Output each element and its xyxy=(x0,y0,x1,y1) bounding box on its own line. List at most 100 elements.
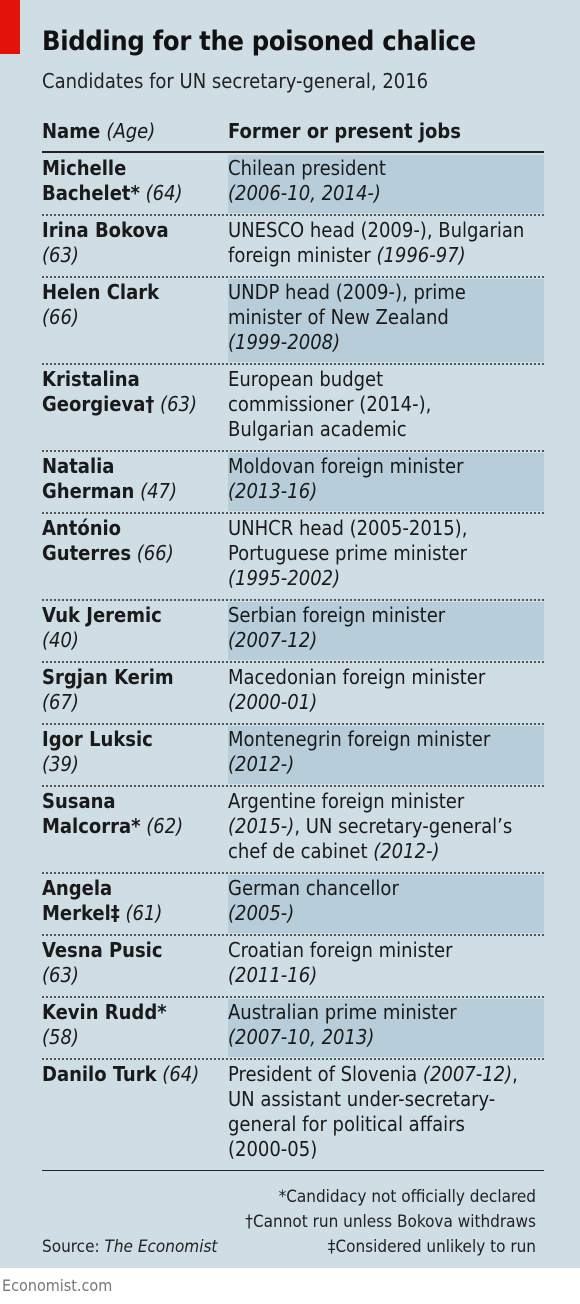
job-text: Croatian foreign minister xyxy=(228,938,453,962)
candidate-name-cell: Kevin Rudd* (58) xyxy=(42,1000,222,1050)
candidate-name: Susana xyxy=(42,789,116,813)
job-line: Bulgarian academic xyxy=(228,417,548,442)
job-dates: (2007-10, 2013) xyxy=(228,1025,375,1049)
source-name: The Economist xyxy=(104,1237,218,1257)
job-line: general for political affairs xyxy=(228,1112,548,1137)
row-divider xyxy=(42,276,544,278)
job-text: , UN secretary-general’s xyxy=(294,814,513,838)
candidate-name-cell: Kristalina Georgieva† (63) xyxy=(42,367,222,417)
candidate-age: (61) xyxy=(125,901,163,925)
job-line: (2012-) xyxy=(228,752,548,777)
job-line: Portuguese prime minister xyxy=(228,541,548,566)
candidate-name: Srgjan Kerim xyxy=(42,665,174,689)
job-text: German chancellor xyxy=(228,876,399,900)
job-dates: (1995-2002) xyxy=(228,566,341,590)
candidate-name: Angela xyxy=(42,876,113,900)
row-divider xyxy=(42,450,544,452)
row-divider xyxy=(42,934,544,936)
table-row: Danilo Turk (64) President of Slovenia (2… xyxy=(0,1059,580,1171)
table-row: Natalia Gherman (47) Moldovan foreign mini… xyxy=(0,451,580,513)
candidate-jobs-cell: UNDP head (2009-), prime minister of New … xyxy=(228,280,548,355)
job-line: UNESCO head (2009-), Bulgarian xyxy=(228,218,548,243)
footnote-bokova: †Cannot run unless Bokova withdraws xyxy=(245,1212,536,1232)
candidate-age: (62) xyxy=(146,814,184,838)
job-text: Bulgarian academic xyxy=(228,417,407,441)
candidate-name: Michelle xyxy=(42,156,127,180)
candidate-name-cell: Michelle Bachelet* (64) xyxy=(42,156,222,206)
candidate-jobs-cell: UNESCO head (2009-), Bulgarian foreign mi… xyxy=(228,218,548,268)
row-shade xyxy=(228,999,544,1057)
candidate-age: (63) xyxy=(160,392,197,416)
candidate-jobs-cell: Montenegrin foreign minister (2012-) xyxy=(228,727,548,777)
row-divider xyxy=(42,661,544,663)
job-line: (1995-2002) xyxy=(228,566,548,591)
job-text: chef de cabinet xyxy=(228,839,374,863)
candidate-age: (67) xyxy=(42,690,79,714)
job-line: President of Slovenia (2007-12), xyxy=(228,1062,548,1087)
job-text: foreign minister xyxy=(228,243,377,267)
footnote-undeclared: *Candidacy not officially declared xyxy=(278,1187,536,1207)
row-shade xyxy=(228,602,544,660)
job-text: Macedonian foreign minister xyxy=(228,665,486,689)
candidate-jobs-cell: UNHCR head (2005-2015), Portuguese prime … xyxy=(228,516,548,591)
job-line: Croatian foreign minister xyxy=(228,938,548,963)
job-line: Moldovan foreign minister xyxy=(228,454,548,479)
row-divider xyxy=(42,785,544,787)
table-row: Srgjan Kerim (67) Macedonian foreign minis… xyxy=(0,662,580,724)
candidate-name-cell: António Guterres (66) xyxy=(42,516,222,566)
candidate-name: Bachelet* xyxy=(42,181,140,205)
job-line: Serbian foreign minister xyxy=(228,603,548,628)
candidate-name-cell: Danilo Turk (64) xyxy=(42,1062,222,1087)
candidate-name-cell: Vesna Pusic (63) xyxy=(42,938,222,988)
candidate-name: Danilo Turk xyxy=(42,1062,157,1086)
job-line: Chilean president xyxy=(228,156,548,181)
job-text: Montenegrin foreign minister xyxy=(228,727,491,751)
job-text: President of Slovenia xyxy=(228,1062,423,1086)
footer-credit: Economist.com xyxy=(2,1276,113,1295)
job-line: (2000-05) xyxy=(228,1137,548,1162)
row-divider xyxy=(42,599,544,601)
candidate-age: (63) xyxy=(42,243,79,267)
candidate-name: Kevin Rudd* xyxy=(42,1000,167,1024)
job-text: UNESCO head (2009-), Bulgarian xyxy=(228,218,525,242)
job-dates: (2012-) xyxy=(228,752,295,776)
job-text: Australian prime minister xyxy=(228,1000,457,1024)
footnote-unlikely: ‡Considered unlikely to run xyxy=(327,1237,536,1257)
job-dates: (2011-16) xyxy=(228,963,318,987)
job-line: commissioner (2014-), xyxy=(228,392,548,417)
job-text: Chilean president xyxy=(228,156,386,180)
job-line: (1999-2008) xyxy=(228,330,548,355)
job-line: (2013-16) xyxy=(228,479,548,504)
job-text: general for political affairs xyxy=(228,1112,465,1136)
table-row: António Guterres (66) UNHCR head (2005-201… xyxy=(0,513,580,600)
chart-panel: Bidding for the poisoned chalice Candida… xyxy=(0,0,580,1268)
candidate-jobs-cell: Serbian foreign minister (2007-12) xyxy=(228,603,548,653)
job-text: Serbian foreign minister xyxy=(228,603,446,627)
row-shade xyxy=(228,453,544,511)
job-dates: (2006-10, 2014-) xyxy=(228,181,381,205)
candidate-name-cell: Irina Bokova (63) xyxy=(42,218,222,268)
candidate-name: Vuk Jeremic xyxy=(42,603,162,627)
bottom-rule xyxy=(42,1170,544,1171)
job-text: UNHCR head (2005-2015), xyxy=(228,516,468,540)
job-dates: (2012-) xyxy=(373,839,440,863)
candidate-name: António xyxy=(42,516,122,540)
source-label: Source: xyxy=(42,1237,105,1257)
candidate-jobs-cell: Australian prime minister (2007-10, 2013) xyxy=(228,1000,548,1050)
job-line: (2000-01) xyxy=(228,690,548,715)
table-row: Irina Bokova (63) UNESCO head (2009-), Bul… xyxy=(0,215,580,277)
job-line: (2007-10, 2013) xyxy=(228,1025,548,1050)
candidate-name: Igor Luksic xyxy=(42,727,153,751)
candidate-name-cell: Vuk Jeremic (40) xyxy=(42,603,222,653)
candidate-name-cell: Susana Malcorra* (62) xyxy=(42,789,222,839)
table-row: Vesna Pusic (63) Croatian foreign minister… xyxy=(0,935,580,997)
job-line: Macedonian foreign minister xyxy=(228,665,548,690)
job-line: UN assistant under-secretary- xyxy=(228,1087,548,1112)
job-dates: (2007-12) xyxy=(228,628,318,652)
candidate-age: (66) xyxy=(42,305,79,329)
table-row: Kristalina Georgieva† (63) European budget… xyxy=(0,364,580,451)
candidate-name: Kristalina xyxy=(42,367,140,391)
table-row: Vuk Jeremic (40) Serbian foreign minister(… xyxy=(0,600,580,662)
candidate-jobs-cell: Chilean president (2006-10, 2014-) xyxy=(228,156,548,206)
job-dates: (2007-12) xyxy=(422,1062,513,1086)
